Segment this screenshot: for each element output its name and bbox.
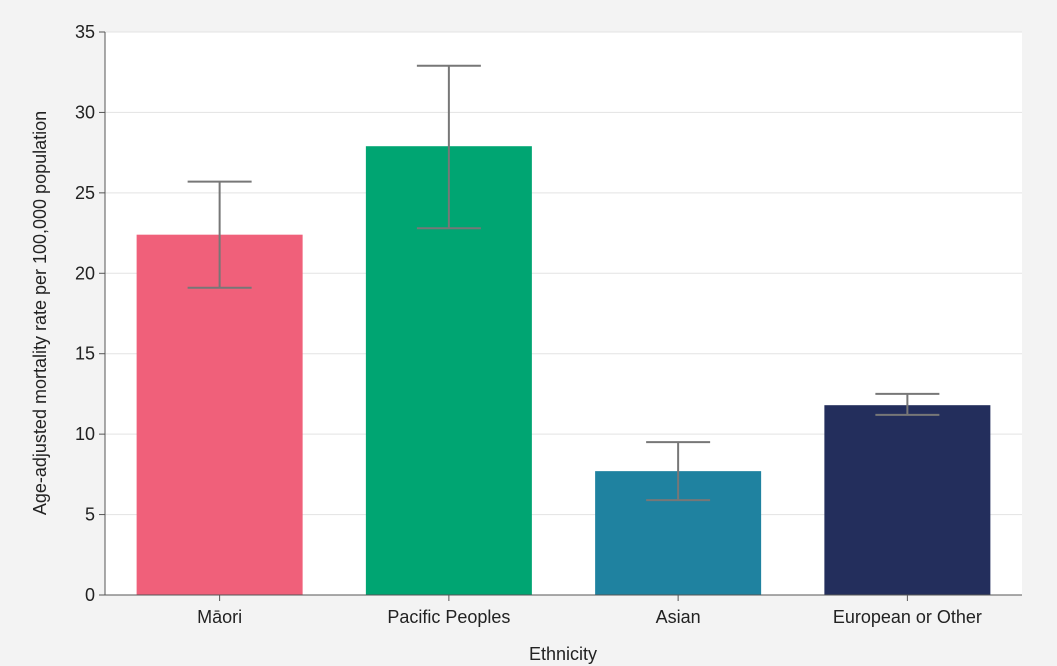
bar [136, 234, 303, 595]
y-ticks: 0 5 10 15 20 25 30 35 [75, 22, 105, 605]
x-tick-label: European or Other [833, 607, 982, 627]
y-tick-label: 30 [75, 102, 95, 122]
x-ticks: Māori Pacific Peoples Asian European or Oth… [197, 595, 982, 627]
y-tick-label: 20 [75, 263, 95, 283]
y-axis-title: Age-adjusted mortality rate per 100,000 … [30, 111, 50, 515]
x-tick-label: Pacific Peoples [387, 607, 510, 627]
x-tick-label: Māori [197, 607, 242, 627]
y-tick-label: 10 [75, 424, 95, 444]
y-tick-label: 15 [75, 344, 95, 364]
y-tick-label: 0 [85, 585, 95, 605]
bars [136, 146, 991, 596]
x-tick-label: Asian [656, 607, 701, 627]
y-tick-label: 5 [85, 505, 95, 525]
x-axis-title: Ethnicity [529, 644, 597, 664]
bar [824, 405, 991, 595]
y-tick-label: 25 [75, 183, 95, 203]
y-tick-label: 35 [75, 22, 95, 42]
error-bars [187, 64, 940, 502]
axes [104, 32, 1022, 596]
